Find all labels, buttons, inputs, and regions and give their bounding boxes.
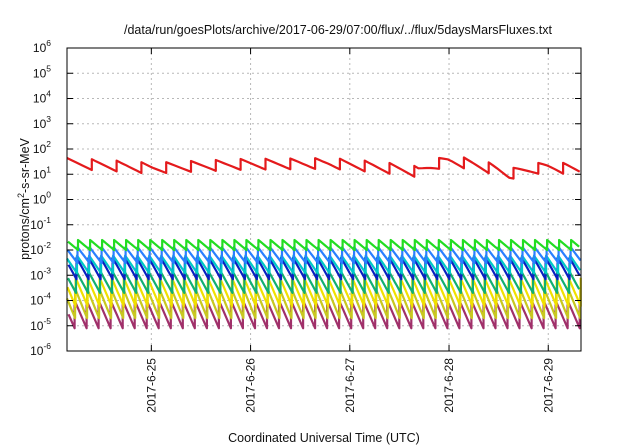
series-line — [67, 238, 580, 252]
series-lines — [65, 156, 582, 330]
x-tick-label: 2017-6-28 — [442, 358, 456, 413]
plot-frame — [66, 47, 582, 352]
series-line — [66, 156, 581, 180]
y-tick-exponent: 5 — [46, 63, 51, 73]
y-tick-base: 10 — [33, 117, 47, 131]
y-tick-labels: 10-610-510-410-310-210-11001011021031041… — [30, 38, 51, 358]
y-tick-base: 10 — [33, 167, 47, 181]
y-axis-label-sup: 2 — [16, 193, 26, 198]
y-tick-exponent: -4 — [43, 291, 51, 301]
y-tick-base: 10 — [33, 66, 47, 80]
y-tick-exponent: -2 — [43, 240, 51, 250]
y-tick-base: 10 — [30, 294, 44, 308]
x-tick-label: 2017-6-26 — [244, 358, 258, 413]
y-tick-base: 10 — [30, 344, 44, 358]
y-tick-exponent: 1 — [46, 164, 51, 174]
chart-title: /data/run/goesPlots/archive/2017-06-29/0… — [124, 23, 553, 37]
y-tick-label: 102 — [33, 139, 51, 156]
y-tick-exponent: 2 — [46, 139, 51, 149]
x-axis-label: Coordinated Universal Time (UTC) — [228, 431, 420, 445]
y-axis-label: protons/cm2-s-sr-MeV — [16, 137, 32, 259]
y-tick-label: 106 — [33, 38, 51, 55]
y-tick-label: 10-4 — [30, 291, 51, 308]
series-line — [66, 276, 582, 308]
y-tick-base: 10 — [33, 193, 47, 207]
y-tick-label: 10-6 — [30, 341, 51, 358]
y-tick-base: 10 — [30, 268, 44, 282]
y-tick-exponent: 0 — [46, 190, 51, 200]
series-line — [67, 269, 581, 294]
y-axis-label-post: -s-sr-MeV — [18, 137, 32, 193]
y-tick-base: 10 — [33, 92, 47, 106]
x-tick-labels: 2017-6-25 2017-6-26 2017-6-27 2017-6-28 2017… — [144, 358, 555, 413]
y-tick-label: 105 — [33, 63, 51, 80]
series-line — [66, 254, 582, 275]
y-tick-label: 104 — [33, 89, 51, 106]
y-tick-exponent: 3 — [46, 114, 51, 124]
y-tick-base: 10 — [33, 142, 47, 156]
x-tick-label: 2017-6-27 — [343, 358, 357, 413]
y-axis-label-pre: protons/cm — [18, 198, 32, 260]
x-tick-label: 2017-6-25 — [144, 358, 158, 413]
y-tick-exponent: 4 — [46, 89, 51, 99]
y-tick-exponent: 6 — [46, 38, 51, 48]
y-tick-base: 10 — [33, 41, 47, 55]
y-tick-base: 10 — [30, 243, 44, 257]
y-tick-label: 100 — [33, 190, 51, 207]
x-tick-label: 2017-6-29 — [541, 358, 555, 413]
y-tick-exponent: -1 — [43, 215, 51, 225]
y-tick-exponent: -3 — [43, 265, 51, 275]
y-tick-label: 10-1 — [30, 215, 51, 232]
series-line — [66, 246, 582, 265]
y-tick-exponent: -5 — [43, 316, 51, 326]
y-tick-label: 10-2 — [30, 240, 51, 257]
y-tick-base: 10 — [30, 218, 44, 232]
y-tick-exponent: -6 — [43, 341, 51, 351]
y-tick-label: 10-3 — [30, 265, 51, 282]
y-tick-base: 10 — [30, 319, 44, 333]
axis-ticks — [67, 47, 581, 352]
y-tick-label: 103 — [33, 114, 51, 131]
y-tick-label: 10-5 — [30, 316, 51, 333]
series-line — [67, 256, 581, 281]
series-line — [65, 287, 582, 320]
y-tick-label: 101 — [33, 164, 51, 181]
